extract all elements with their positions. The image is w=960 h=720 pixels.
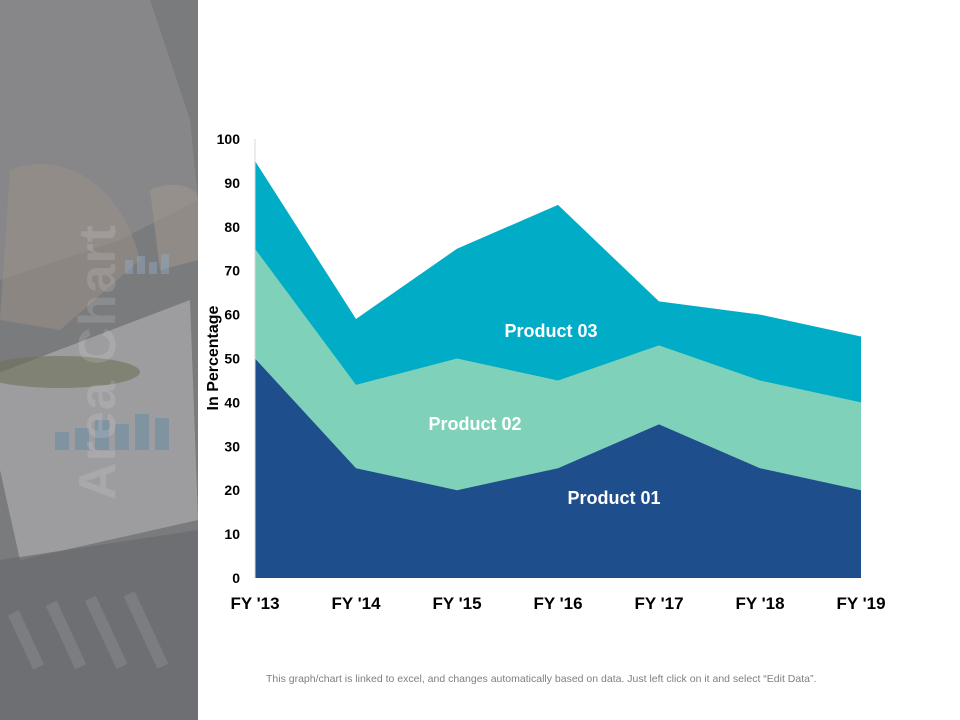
footnote-text: This graph/chart is linked to excel, and… — [266, 673, 817, 685]
y-tick-label: 70 — [224, 263, 240, 279]
x-tick-label: FY '14 — [331, 594, 381, 613]
y-tick-label: 40 — [224, 394, 240, 410]
product-01-label: Product 01 — [567, 488, 660, 508]
y-tick-label: 100 — [217, 131, 241, 147]
y-tick-label: 50 — [224, 351, 240, 367]
x-tick-label: FY '13 — [230, 594, 279, 613]
y-tick-label: 60 — [224, 307, 240, 323]
y-tick-label: 0 — [232, 570, 240, 586]
x-tick-label: FY '18 — [735, 594, 784, 613]
area-chart: 0 10 20 30 40 50 60 70 80 90 100 FY '13 FY '14 FY '15… — [205, 131, 886, 613]
side-title: Area Chart — [69, 224, 127, 500]
x-tick-label: FY '15 — [432, 594, 481, 613]
product-02-label: Product 02 — [428, 414, 521, 434]
y-tick-label: 30 — [224, 438, 240, 454]
x-tick-label: FY '17 — [634, 594, 683, 613]
business-photo-image — [0, 0, 198, 720]
y-tick-label: 20 — [224, 482, 240, 498]
y-tick-label: 10 — [224, 526, 240, 542]
x-tick-label: FY '16 — [533, 594, 582, 613]
y-tick-label: 80 — [224, 219, 240, 235]
product-01-area — [255, 358, 861, 578]
x-tick-label: FY '19 — [836, 594, 885, 613]
y-tick-label: 90 — [224, 175, 240, 191]
product-03-label: Product 03 — [504, 321, 597, 341]
y-axis-title: In Percentage — [205, 305, 222, 410]
side-photo-panel: Area Chart — [0, 0, 198, 720]
